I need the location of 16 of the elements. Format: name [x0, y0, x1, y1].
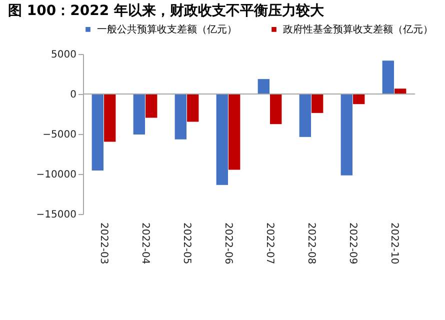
x-tick-label: 2022-06 [222, 222, 234, 264]
y-tick-label: −15000 [36, 210, 76, 220]
y-tick-label: −10000 [36, 170, 76, 180]
x-tick-label: 2022-09 [346, 222, 358, 264]
y-tick-label: 5000 [51, 50, 76, 60]
x-tick-label: 2022-10 [388, 222, 400, 264]
x-tick-label: 2022-03 [98, 222, 109, 264]
x-tick-label: 2022-05 [180, 222, 192, 264]
y-tick-label: 0 [70, 90, 76, 100]
chart-title: 图 100：2022 年以来，财政收支不平衡压力较大 [8, 3, 325, 19]
y-tick-label: −5000 [42, 130, 76, 140]
x-tick-label: 2022-04 [139, 222, 150, 264]
legend-label: 政府性基金预算收支差额（亿元） [283, 23, 433, 36]
x-tick-label: 2022-08 [305, 222, 316, 264]
legend-label: 一般公共预算收支差额（亿元） [97, 23, 237, 36]
x-tick-label: 2022-07 [264, 222, 275, 264]
